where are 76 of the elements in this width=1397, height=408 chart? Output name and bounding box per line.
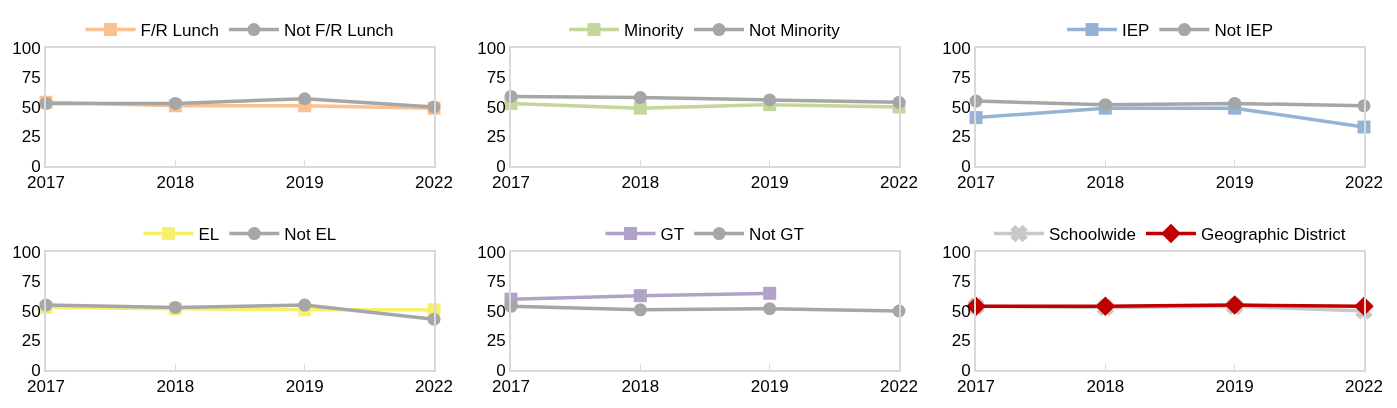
x-tick-label: 2017 bbox=[957, 377, 995, 397]
x-tick-label: 2022 bbox=[880, 377, 918, 397]
x-tick-label: 2017 bbox=[27, 173, 65, 193]
x-tick-label: 2019 bbox=[1215, 173, 1254, 193]
y-tick-label: 75 bbox=[21, 68, 41, 88]
x-tick-label: 2022 bbox=[415, 377, 453, 397]
x-tick-label: 2018 bbox=[621, 377, 660, 397]
legend-label: F/R Lunch bbox=[140, 21, 219, 41]
x-tick-label: 2022 bbox=[1345, 377, 1383, 397]
legend-label: Not IEP bbox=[1214, 21, 1273, 41]
x-tick-label: 2019 bbox=[1215, 377, 1254, 397]
y-tick-label: 50 bbox=[951, 97, 971, 117]
point bbox=[298, 298, 312, 312]
y-tick-label: 75 bbox=[951, 272, 971, 292]
point bbox=[763, 302, 777, 316]
y-tick-label: 0 bbox=[31, 156, 41, 176]
x-tick-label: 2022 bbox=[415, 173, 453, 193]
point bbox=[633, 91, 647, 105]
legend-label: Minority bbox=[624, 21, 685, 41]
y-tick-label: 0 bbox=[31, 360, 41, 380]
y-tick-label: 0 bbox=[496, 360, 506, 380]
y-tick-label: 50 bbox=[21, 97, 41, 117]
x-tick-label: 2017 bbox=[492, 377, 530, 397]
x-tick-label: 2018 bbox=[1086, 173, 1125, 193]
x-tick-label: 2018 bbox=[156, 377, 195, 397]
x-tick-label: 2022 bbox=[1345, 173, 1383, 193]
legend-label: Not Minority bbox=[749, 21, 841, 41]
y-tick-label: 50 bbox=[486, 301, 506, 321]
y-tick-label: 0 bbox=[496, 156, 506, 176]
y-tick-label: 25 bbox=[951, 127, 971, 147]
x-tick-label: 2019 bbox=[285, 173, 324, 193]
legend-label: Schoolwide bbox=[1049, 225, 1136, 245]
x-tick-label: 2019 bbox=[750, 377, 789, 397]
y-tick-label: 25 bbox=[21, 331, 41, 351]
y-tick-label: 25 bbox=[486, 127, 506, 147]
point bbox=[298, 92, 312, 106]
legend-label: Geographic District bbox=[1200, 225, 1346, 245]
legend-label: GT bbox=[660, 225, 685, 245]
legend-label: Not EL bbox=[284, 225, 337, 245]
y-tick-label: 100 bbox=[12, 38, 41, 58]
point bbox=[633, 303, 647, 317]
y-tick-label: 75 bbox=[21, 272, 41, 292]
y-tick-label: 25 bbox=[951, 331, 971, 351]
legend-label: Not F/R Lunch bbox=[283, 21, 394, 41]
y-tick-label: 75 bbox=[486, 68, 506, 88]
y-tick-label: 0 bbox=[961, 156, 971, 176]
y-tick-label: 100 bbox=[12, 242, 41, 262]
y-tick-label: 0 bbox=[961, 360, 971, 380]
x-tick-label: 2017 bbox=[492, 173, 530, 193]
y-tick-label: 25 bbox=[21, 127, 41, 147]
x-tick-label: 2017 bbox=[957, 173, 995, 193]
legend-label: EL bbox=[198, 225, 220, 245]
y-tick-label: 50 bbox=[486, 97, 506, 117]
point bbox=[633, 101, 647, 115]
y-tick-label: 75 bbox=[486, 272, 506, 292]
x-tick-label: 2018 bbox=[156, 173, 195, 193]
y-tick-label: 50 bbox=[951, 301, 971, 321]
y-tick-label: 75 bbox=[951, 68, 971, 88]
legend-label: Not GT bbox=[749, 225, 804, 245]
x-tick-label: 2018 bbox=[1086, 377, 1125, 397]
x-tick-label: 2019 bbox=[750, 173, 789, 193]
x-tick-label: 2018 bbox=[621, 173, 660, 193]
x-tick-label: 2017 bbox=[27, 377, 65, 397]
y-tick-label: 100 bbox=[477, 38, 506, 58]
y-tick-label: 100 bbox=[942, 38, 971, 58]
y-tick-label: 100 bbox=[477, 242, 506, 262]
y-tick-label: 25 bbox=[486, 331, 506, 351]
point bbox=[1228, 96, 1242, 110]
y-tick-label: 50 bbox=[21, 301, 41, 321]
legend-label: IEP bbox=[1122, 21, 1150, 41]
x-tick-label: 2022 bbox=[880, 173, 918, 193]
point bbox=[633, 289, 647, 303]
point bbox=[763, 93, 777, 107]
point bbox=[763, 286, 777, 300]
y-tick-label: 100 bbox=[942, 242, 971, 262]
x-tick-label: 2019 bbox=[285, 377, 324, 397]
